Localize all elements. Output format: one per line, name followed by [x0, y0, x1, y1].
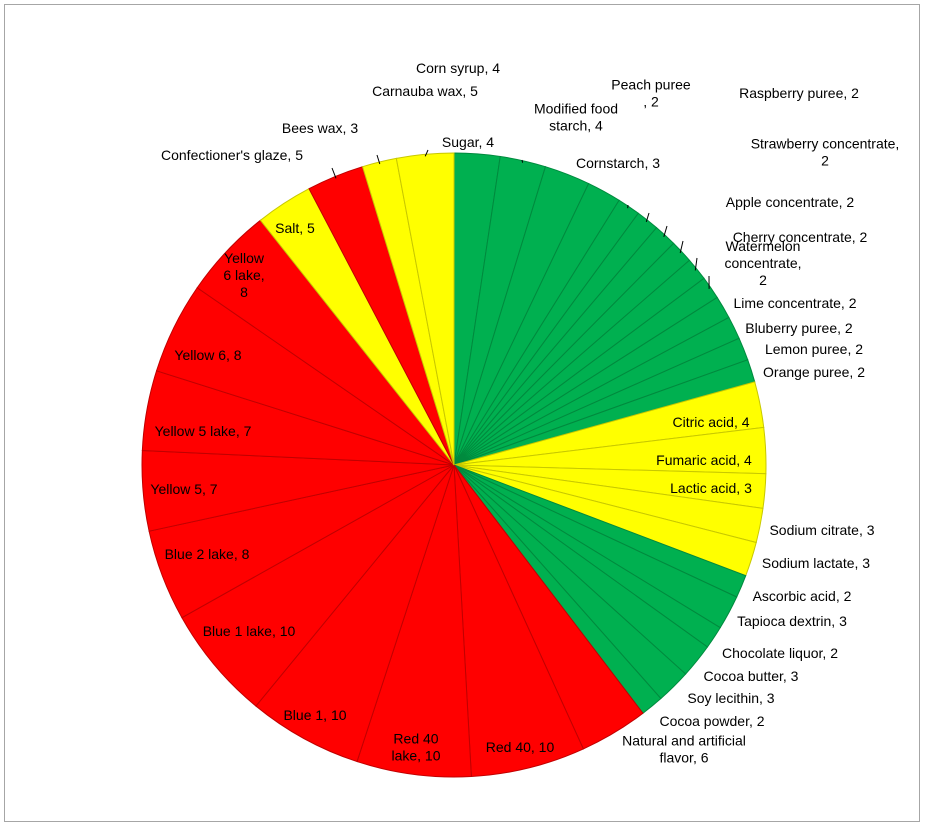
- data-label-blue-2-lake: Blue 2 lake, 8: [165, 546, 250, 562]
- leader-lines: [331, 149, 710, 289]
- data-label-lactic-acid: Lactic acid, 3: [670, 480, 752, 496]
- data-label-cornstarch: Cornstarch, 3: [576, 155, 660, 171]
- data-label-carnauba-wax: Carnauba wax, 5: [372, 83, 478, 99]
- data-label-yellow-5-lake: Yellow 5 lake, 7: [155, 423, 252, 439]
- data-label-lemon-puree: Lemon puree, 2: [765, 341, 863, 357]
- data-label-salt: Salt, 5: [275, 220, 315, 236]
- leader-line-apple-concentrate: [679, 240, 684, 254]
- data-label-red-40-lake: Red 40 lake, 10: [391, 731, 440, 764]
- data-label-yellow-6-lake: Yellow 6 lake, 8: [223, 250, 264, 300]
- data-label-peach-puree: Peach puree, 2: [611, 77, 691, 110]
- leader-line-cherry-concentrate: [694, 257, 698, 271]
- data-label-sugar: Sugar, 4: [442, 134, 494, 150]
- data-label-bluberry-puree: Bluberry puree, 2: [745, 320, 853, 336]
- data-label-bees-wax: Bees wax, 3: [282, 120, 358, 136]
- data-labels: Sugar, 4 Corn syrup, 4 Modified food starch…: [150, 60, 899, 766]
- data-label-sodium-lactate: Sodium lactate, 3: [762, 555, 870, 571]
- leader-line-corn-syrup: [521, 159, 524, 163]
- data-label-yellow-5: Yellow 5, 7: [150, 481, 217, 497]
- data-label-blue-1-lake: Blue 1 lake, 10: [203, 623, 296, 639]
- data-label-red-40: Red 40, 10: [486, 739, 555, 755]
- leader-line-confectioner-s-glaze: [331, 167, 337, 179]
- data-label-cocoa-powder: Cocoa powder, 2: [659, 713, 764, 729]
- data-label-tapioca-dextrin: Tapioca dextrin, 3: [737, 613, 847, 629]
- data-label-lime-concentrate: Lime concentrate, 2: [734, 295, 857, 311]
- data-label-blue-1: Blue 1, 10: [283, 707, 346, 723]
- leader-line-strawberry-concentrate: [663, 225, 668, 237]
- data-label-corn-syrup: Corn syrup, 4: [416, 60, 500, 76]
- data-label-cocoa-butter: Cocoa butter, 3: [704, 668, 799, 684]
- pie-slices: [141, 152, 767, 778]
- data-label-confectioner-s-glaze: Confectioner's glaze, 5: [161, 147, 303, 163]
- leader-line-bees-wax: [376, 154, 381, 165]
- data-label-watermelon-concentrate: Watermelon concentrate, 2: [724, 238, 801, 288]
- data-label-natural-and-artificial-flavor: Natural and artificial flavor, 6: [622, 733, 746, 766]
- leader-line-carnauba-wax: [424, 149, 429, 157]
- pie-slice-carnauba-wax: [395, 152, 455, 466]
- data-label-soy-lecithin: Soy lecithin, 3: [687, 690, 774, 706]
- data-label-strawberry-concentrate: Strawberry concentrate, 2: [751, 136, 900, 169]
- data-label-sodium-citrate: Sodium citrate, 3: [769, 522, 874, 538]
- data-label-orange-puree: Orange puree, 2: [763, 364, 865, 380]
- data-label-cherry-concentrate: Cherry concentrate, 2: [733, 229, 868, 245]
- data-label-ascorbic-acid: Ascorbic acid, 2: [753, 588, 852, 604]
- data-label-fumaric-acid: Fumaric acid, 4: [656, 452, 752, 468]
- data-label-yellow-6: Yellow 6, 8: [174, 347, 241, 363]
- data-label-modified-food-starch: Modified food starch, 4: [534, 101, 618, 134]
- data-label-citric-acid: Citric acid, 4: [672, 414, 749, 430]
- data-label-apple-concentrate: Apple concentrate, 2: [726, 194, 855, 210]
- leader-line-raspberry-puree: [645, 212, 650, 223]
- data-label-raspberry-puree: Raspberry puree, 2: [739, 85, 859, 101]
- data-label-chocolate-liquor: Chocolate liquor, 2: [722, 645, 838, 661]
